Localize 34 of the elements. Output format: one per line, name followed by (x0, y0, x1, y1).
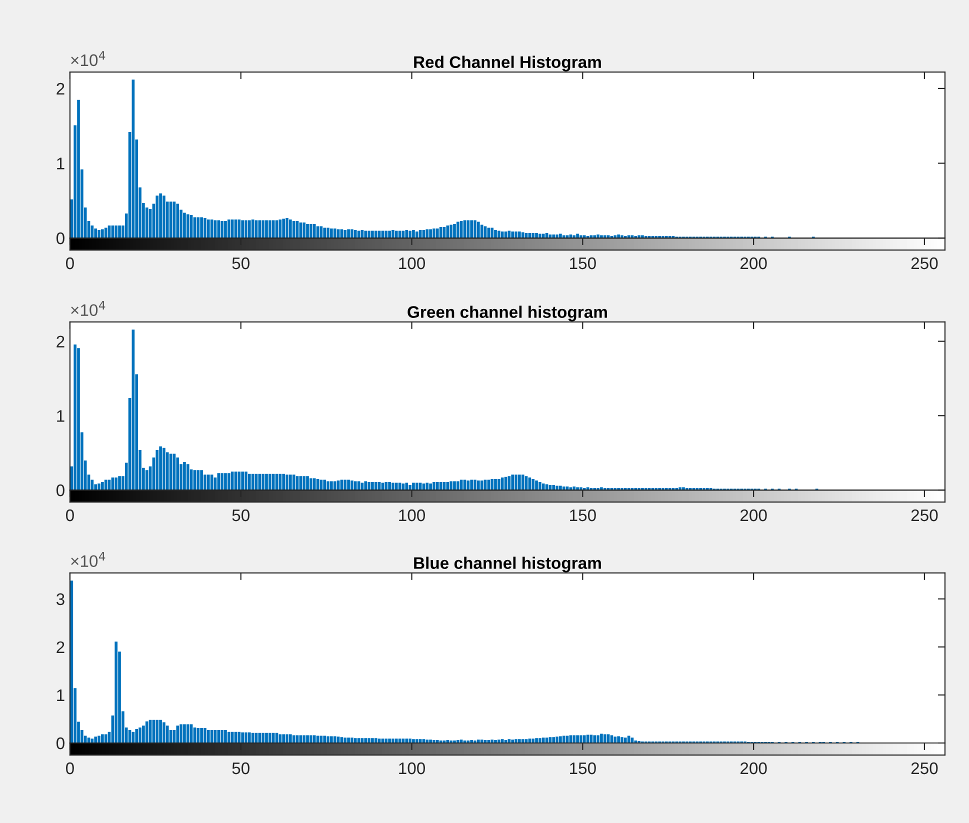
y-tick-label: 3 (56, 593, 64, 606)
x-tick-label: 50 (232, 762, 250, 774)
x-tick-label: 150 (570, 257, 596, 270)
x-tick-label: 100 (399, 762, 426, 774)
x-tick-label: 0 (66, 257, 74, 270)
chart-title: Blue channel histogram (414, 556, 601, 572)
text: ×10$^{4}$ (71, 552, 106, 568)
y-tick-label: 0 (56, 484, 64, 496)
y-tick-label: 0 (56, 232, 64, 244)
x-tick-label: 200 (740, 509, 767, 522)
x-tick-label: 200 (740, 762, 767, 774)
x-tick-label: 100 (399, 257, 426, 270)
x-tick-label: 50 (232, 509, 250, 522)
x-tick-label: 200 (740, 257, 767, 270)
y-tick-label: 1 (57, 158, 64, 170)
x-tick-label: 0 (66, 509, 74, 522)
x-tick-label: 250 (911, 762, 938, 774)
x-tick-label: 250 (911, 257, 938, 270)
y-tick-label: 2 (56, 82, 64, 94)
chart-title: Red Channel Histogram (414, 56, 601, 72)
x-tick-label: 250 (911, 509, 938, 522)
text: ×10$^{4}$ (71, 51, 106, 66)
x-tick-label: 100 (399, 509, 426, 522)
y-tick-label: 2 (56, 336, 64, 348)
x-tick-label: 150 (570, 509, 596, 522)
x-tick-label: 50 (232, 257, 250, 270)
y-tick-label: 2 (56, 641, 64, 653)
y-tick-label: 1 (57, 690, 64, 702)
y-tick-label: 0 (56, 737, 64, 750)
x-tick-label: 150 (570, 762, 596, 774)
y-tick-label: 1 (57, 410, 64, 422)
x-tick-label: 0 (66, 762, 74, 774)
text: ×10$^{4}$ (71, 300, 106, 316)
chart-title: Green channel histogram (408, 306, 607, 322)
